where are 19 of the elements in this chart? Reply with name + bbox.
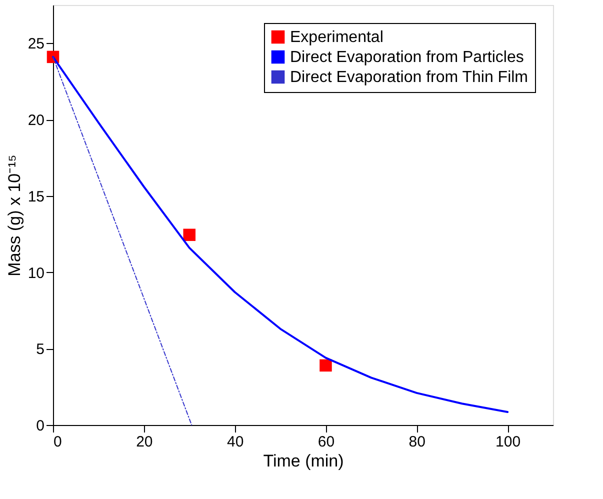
- y-tick-label: 25: [28, 36, 44, 53]
- legend-label: Direct Evaporation from Thin Film: [290, 69, 528, 86]
- point: [183, 228, 196, 241]
- x-tick-label: 40: [226, 434, 244, 450]
- x-tick-label: 80: [408, 434, 426, 450]
- legend-label: Experimental: [290, 29, 384, 46]
- x-tick-label: 0: [54, 434, 62, 450]
- x-axis-title: Time (min): [263, 452, 344, 470]
- y-tick-label: 5: [36, 341, 44, 358]
- y-tick-label: 20: [28, 112, 44, 130]
- x-tick-label: 60: [318, 434, 335, 450]
- x-tick-label: 20: [136, 434, 153, 450]
- point: [320, 359, 332, 372]
- y-tick-label: 10: [28, 264, 44, 282]
- y-tick-label: 15: [28, 188, 44, 206]
- y-axis-title: Mass (g) x 10⁻¹⁵: [4, 154, 24, 276]
- legend-label: Direct Evaporation from Particles: [290, 49, 524, 66]
- y-tick-label: 0: [36, 418, 44, 434]
- x-tick-label: 100: [496, 434, 521, 450]
